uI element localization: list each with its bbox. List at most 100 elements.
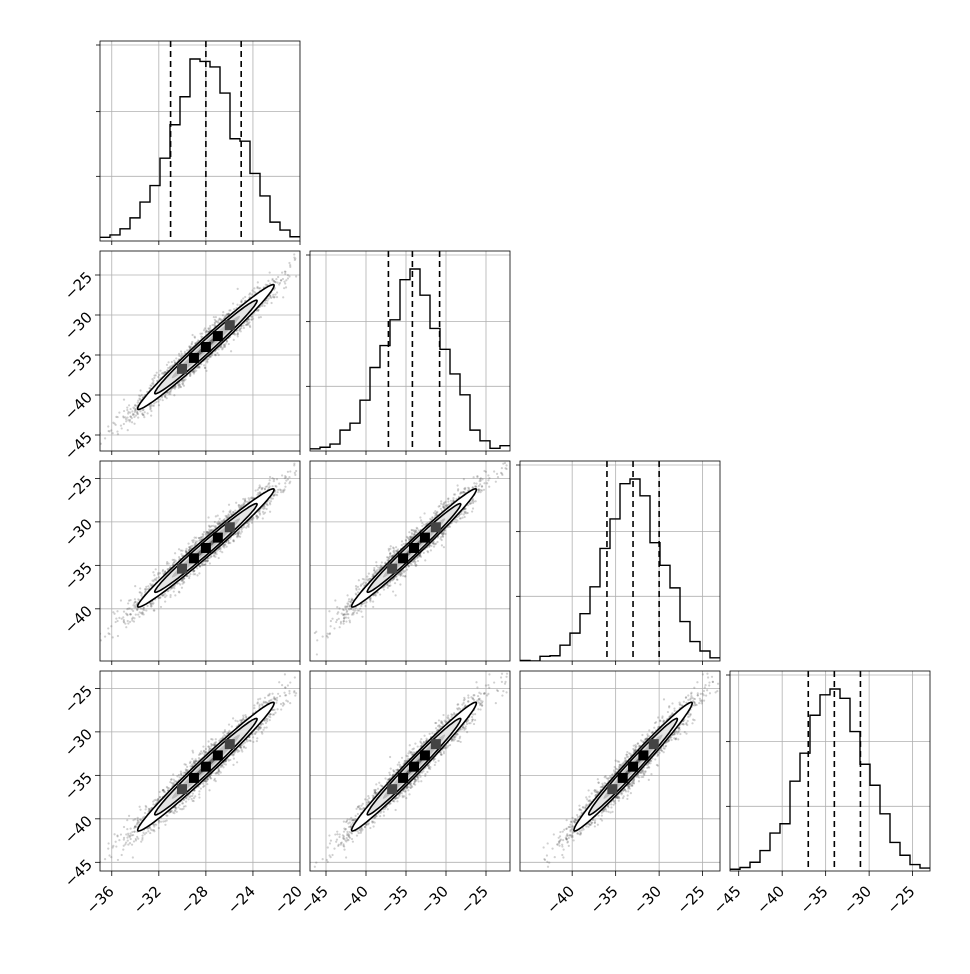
sample-point [269, 479, 271, 481]
sample-point [258, 487, 260, 489]
sample-point [155, 579, 157, 581]
sample-point [137, 416, 139, 418]
sample-point [153, 402, 155, 404]
sample-point [118, 617, 120, 619]
sample-point [306, 258, 308, 260]
sample-point [132, 616, 134, 618]
sample-point [201, 564, 203, 566]
sample-point [215, 316, 217, 318]
sample-point [188, 575, 190, 577]
histogram-step-1 [310, 269, 510, 449]
scatter-panel-2-0 [94, 455, 313, 661]
sample-point [173, 561, 175, 563]
sample-point [227, 313, 229, 315]
sample-point [240, 301, 242, 303]
sample-point [284, 282, 286, 284]
sample-point [215, 525, 217, 527]
sample-point [166, 364, 168, 366]
sample-point [245, 324, 247, 326]
sample-point [222, 314, 224, 316]
sample-point [134, 585, 136, 587]
sample-point [266, 508, 268, 510]
sample-point [178, 548, 180, 550]
sample-point [134, 598, 136, 600]
sample-point [147, 585, 149, 587]
sample-point [256, 494, 258, 496]
sample-point [152, 382, 154, 384]
sample-point [123, 619, 125, 621]
sample-point [240, 529, 242, 531]
sample-point [195, 370, 197, 372]
sample-point [244, 296, 246, 298]
sample-point [145, 586, 147, 588]
sample-point [219, 522, 221, 524]
sample-point [302, 254, 304, 256]
sample-point [198, 572, 200, 574]
sample-point [131, 417, 133, 419]
sample-point [269, 502, 271, 504]
sample-point [287, 471, 289, 473]
sample-point [185, 550, 187, 552]
sample-point [194, 542, 196, 544]
sample-point [209, 562, 211, 564]
sample-point [284, 273, 286, 275]
sample-point [183, 380, 185, 382]
sample-point [288, 476, 290, 478]
sample-point [229, 309, 231, 311]
sample-point [169, 596, 171, 598]
sample-point [194, 537, 196, 539]
sample-point [123, 416, 125, 418]
sample-point [251, 316, 253, 318]
sample-point [158, 404, 160, 406]
sample-point [152, 380, 154, 382]
sample-point [282, 296, 284, 298]
sample-point [228, 343, 230, 345]
sample-point [276, 282, 278, 284]
sample-point [126, 407, 128, 409]
sample-point [157, 400, 159, 402]
sample-point [139, 410, 141, 412]
sample-point [158, 576, 160, 578]
sample-point [155, 401, 157, 403]
sample-point [201, 332, 203, 334]
sample-point [134, 411, 136, 413]
sample-point [107, 627, 109, 629]
sample-point [129, 412, 131, 414]
sample-point [284, 486, 286, 488]
sample-point [205, 370, 207, 372]
scatter-panel-1-0 [94, 251, 313, 451]
sample-point [123, 410, 125, 412]
histogram-step-3 [730, 689, 930, 869]
sample-point [189, 546, 191, 548]
sample-point [112, 422, 114, 424]
sample-point [219, 518, 221, 520]
sample-point [276, 478, 278, 480]
sample-point [246, 321, 248, 323]
sample-point [167, 568, 169, 570]
sample-point [155, 374, 157, 376]
sample-point [284, 482, 286, 484]
sample-point [275, 278, 277, 280]
sample-point [147, 412, 149, 414]
sample-point [280, 279, 282, 281]
sample-point [273, 480, 275, 482]
sample-point [112, 611, 114, 613]
sample-point [285, 286, 287, 288]
sample-point [255, 489, 257, 491]
density-core-cell [213, 331, 223, 341]
sample-point [237, 532, 239, 534]
sample-point [266, 302, 268, 304]
density-core-cell [201, 342, 211, 352]
sample-point [211, 324, 213, 326]
sample-point [269, 476, 271, 478]
sample-point [144, 411, 146, 413]
sample-point [273, 494, 275, 496]
sample-point [276, 491, 278, 493]
histogram-panel-0 [100, 41, 300, 241]
sample-point [277, 489, 279, 491]
sample-point [181, 587, 183, 589]
sample-point [124, 623, 126, 625]
sample-point [268, 487, 270, 489]
sample-point [188, 549, 190, 551]
histogram-step-2 [520, 479, 720, 661]
